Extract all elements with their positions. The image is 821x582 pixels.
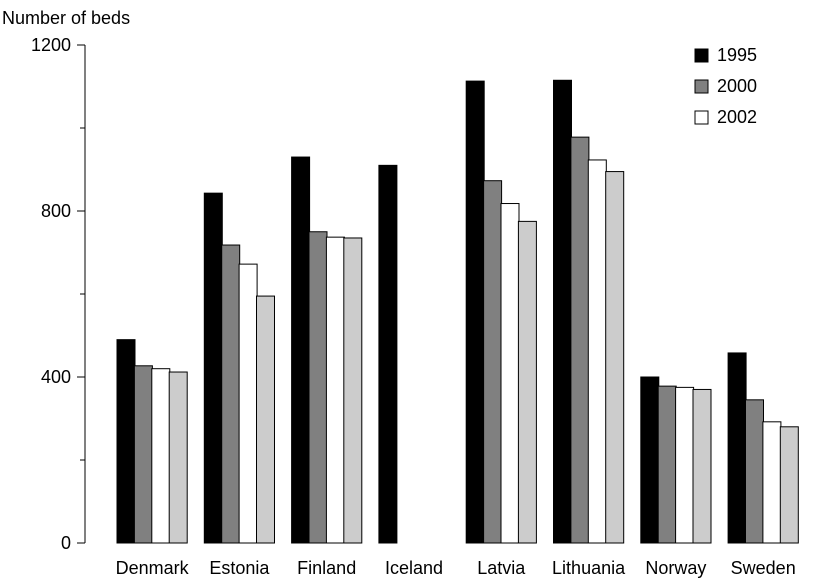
y-tick-label: 400 xyxy=(41,367,71,387)
y-axis-ticks: 0 400 800 1200 xyxy=(31,35,85,553)
bar-lithuania-series-3 xyxy=(605,171,625,544)
x-tick-label: Finland xyxy=(297,558,356,578)
bar-estonia-series-1 xyxy=(221,244,241,544)
legend-label: 1995 xyxy=(717,45,757,65)
bar-denmark-series-3 xyxy=(168,371,188,544)
legend-swatch xyxy=(694,110,709,125)
bar-norway-series-3 xyxy=(692,388,712,544)
bar-finland-series-0 xyxy=(291,156,311,544)
x-tick-label: Denmark xyxy=(116,558,190,578)
legend-label: 2002 xyxy=(717,107,757,127)
y-tick-label: 800 xyxy=(41,201,71,221)
x-tick-label: Estonia xyxy=(209,558,270,578)
x-axis-labels: Denmark Estonia Finland Iceland Latvia Lithua… xyxy=(116,558,796,578)
x-tick-label: Sweden xyxy=(731,558,796,578)
bar-finland-series-1 xyxy=(308,231,328,544)
legend-label: 2000 xyxy=(717,76,757,96)
legend-swatch xyxy=(694,48,709,63)
bar-lithuania-series-2 xyxy=(587,159,607,544)
bar-norway-series-0 xyxy=(640,376,660,544)
x-tick-label: Latvia xyxy=(477,558,526,578)
bar-latvia-series-0 xyxy=(465,80,485,544)
bar-iceland-series-0 xyxy=(378,164,398,544)
bar-norway-series-2 xyxy=(675,386,695,544)
bar-finland-series-3 xyxy=(343,237,363,544)
y-tick-label: 0 xyxy=(61,533,71,553)
bar-sweden-series-3 xyxy=(779,426,799,544)
bar-sweden-series-0 xyxy=(727,352,747,544)
bar-estonia-series-0 xyxy=(203,192,223,544)
bar-denmark-series-0 xyxy=(116,339,136,544)
bar-lithuania-series-0 xyxy=(553,79,572,544)
bar-series-group xyxy=(116,79,799,544)
bar-denmark-series-2 xyxy=(151,368,171,544)
bar-finland-series-2 xyxy=(325,236,345,544)
bar-denmark-series-1 xyxy=(133,365,153,544)
bar-sweden-series-1 xyxy=(745,399,764,544)
bar-estonia-series-3 xyxy=(256,295,275,544)
bar-sweden-series-2 xyxy=(762,421,782,544)
bar-latvia-series-1 xyxy=(483,180,503,544)
x-tick-label: Norway xyxy=(645,558,706,578)
legend-swatch xyxy=(694,79,709,94)
bar-estonia-series-2 xyxy=(238,263,258,544)
bar-lithuania-series-1 xyxy=(570,136,590,544)
bar-latvia-series-2 xyxy=(500,203,520,544)
bar-norway-series-1 xyxy=(657,385,677,544)
legend: 1995 2000 2002 xyxy=(694,45,757,127)
bar-latvia-series-3 xyxy=(517,220,537,544)
x-tick-label: Lithuania xyxy=(552,558,626,578)
y-tick-label: 1200 xyxy=(31,35,71,55)
x-tick-label: Iceland xyxy=(385,558,443,578)
y-axis-title: Number of beds xyxy=(2,8,130,28)
